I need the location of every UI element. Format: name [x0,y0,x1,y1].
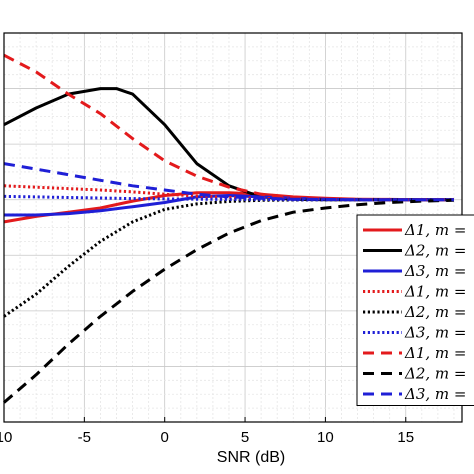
series-line-8 [3,198,455,404]
x-tick-label: 15 [397,429,414,446]
series-lines [3,53,455,404]
x-ticks: 10 -5 0 5 10 15 [0,417,414,446]
x-tick-label: 0 [161,429,169,446]
legend-label: Δ3, m = [404,262,466,280]
series-line-9 [3,162,454,202]
series-line-6 [3,194,454,202]
legend-label: Δ2, m = [404,365,466,383]
series-line-7 [3,53,454,202]
x-axis-label: SNR (dB) [217,449,285,466]
legend-label: Δ2, m = [404,303,466,321]
x-tick-label: 5 [241,429,249,446]
legend-label: Δ1, m = [404,344,466,362]
legend-label: Δ3, m = [404,324,466,342]
x-tick-label: -5 [78,429,91,446]
legend-label: Δ1, m = [404,221,466,239]
legend-label: Δ2, m = [404,242,466,260]
x-tick-label: 10 [0,429,12,446]
x-tick-label: 10 [317,429,334,446]
legend-label: Δ3, m = [404,385,466,403]
legend: Δ1, m = Δ2, m = Δ3, m = Δ1, m = Δ2, m = Δ3, m… [356,214,474,406]
legend-box [356,214,474,406]
legend-label: Δ1, m = [404,283,466,301]
